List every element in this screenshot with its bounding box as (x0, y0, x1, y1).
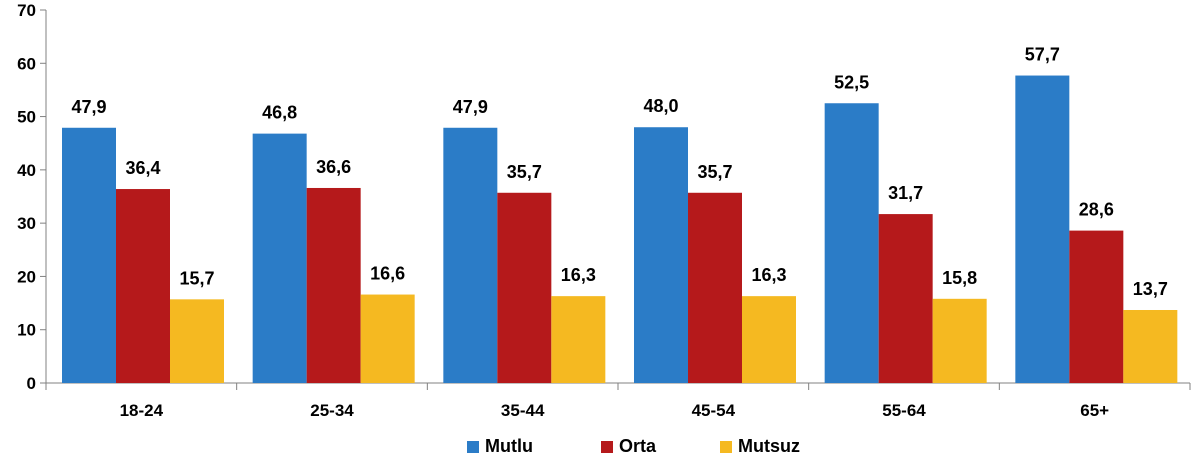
bar-orta (116, 189, 170, 383)
legend-swatch-orta (601, 440, 613, 453)
bar-mutsuz (170, 299, 224, 383)
data-label: 16,6 (370, 264, 405, 284)
y-tick-label: 70 (17, 1, 36, 20)
bar-mutlu (443, 127, 498, 383)
legend-label-mutsuz: Mutsuz (738, 436, 800, 456)
bar-mutsuz (742, 296, 796, 383)
x-category-label: 65+ (1080, 401, 1109, 420)
data-label: 35,7 (697, 162, 732, 182)
data-label: 15,7 (179, 268, 214, 288)
x-category-label: 35-44 (501, 401, 545, 420)
data-label: 15,8 (942, 268, 977, 288)
data-label: 35,7 (507, 162, 542, 182)
chart-legend: Mutlu Orta Mutsuz (0, 436, 1200, 462)
bar-orta (497, 192, 552, 383)
y-tick-label: 60 (17, 54, 36, 73)
data-label: 46,8 (262, 103, 297, 123)
bar-mutsuz (360, 294, 415, 383)
data-label: 36,4 (125, 158, 160, 178)
x-category-label: 55-64 (882, 401, 926, 420)
legend-label-mutlu: Mutlu (485, 436, 533, 456)
data-label: 16,3 (561, 265, 596, 285)
x-category-label: 18-24 (120, 401, 164, 420)
legend-swatch-mutlu (467, 440, 479, 453)
bar-orta (878, 214, 933, 383)
data-label: 47,9 (71, 97, 106, 117)
legend-item-orta: Orta (601, 436, 656, 457)
data-label: 57,7 (1025, 45, 1060, 65)
bar-mutsuz (932, 298, 987, 383)
bar-mutlu (634, 127, 688, 383)
bar-orta (306, 187, 361, 383)
y-tick-label: 20 (17, 267, 36, 286)
x-category-label: 25-34 (310, 401, 354, 420)
x-category-label: 45-54 (692, 401, 736, 420)
data-label: 13,7 (1133, 279, 1168, 299)
legend-swatch-mutsuz (720, 440, 732, 453)
y-tick-label: 50 (17, 108, 36, 127)
data-label: 16,3 (751, 265, 786, 285)
bar-orta (1069, 230, 1124, 383)
bar-mutlu (62, 127, 116, 383)
data-label: 28,6 (1079, 200, 1114, 220)
y-tick-label: 30 (17, 214, 36, 233)
y-tick-label: 0 (27, 374, 36, 393)
data-label: 36,6 (316, 157, 351, 177)
legend-item-mutsuz: Mutsuz (720, 436, 800, 457)
data-label: 47,9 (453, 97, 488, 117)
data-label: 52,5 (834, 72, 869, 92)
legend-label-orta: Orta (619, 436, 657, 456)
data-label: 31,7 (888, 183, 923, 203)
bar-mutlu (1015, 75, 1070, 383)
bar-mutlu (824, 103, 879, 383)
legend-item-mutlu: Mutlu (467, 436, 533, 457)
bar-mutsuz (551, 296, 606, 383)
data-label: 48,0 (643, 96, 678, 116)
y-tick-label: 10 (17, 321, 36, 340)
bar-mutsuz (1123, 309, 1178, 383)
bar-mutlu (252, 133, 307, 383)
bar-orta (688, 192, 742, 383)
y-tick-label: 40 (17, 161, 36, 180)
